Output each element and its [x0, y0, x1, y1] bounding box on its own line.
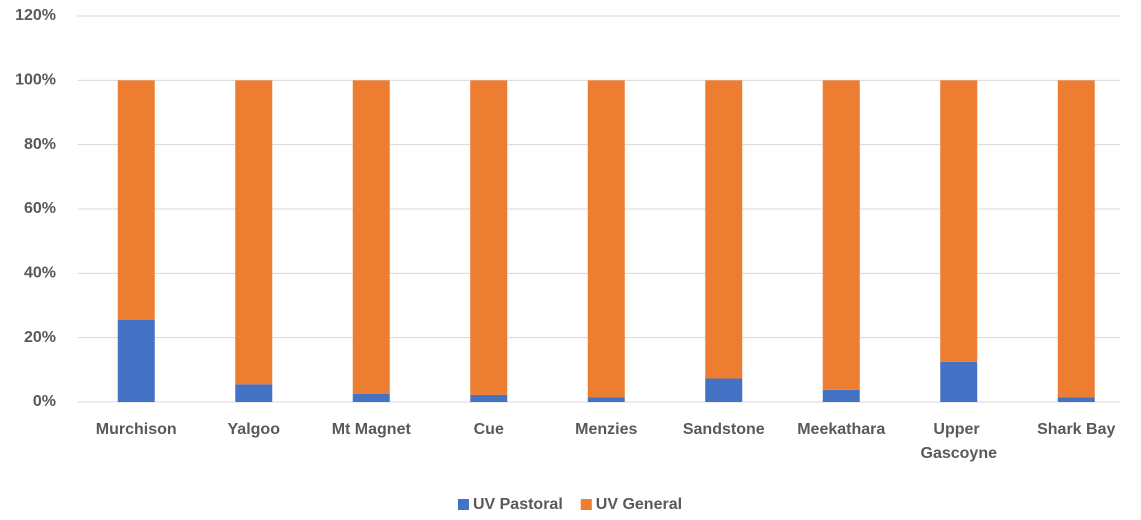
bar-segment	[470, 80, 508, 395]
y-tick-label: 120%	[15, 7, 56, 24]
bar-segment	[940, 80, 978, 362]
bar-segment	[470, 394, 508, 402]
y-tick-label: 0%	[33, 393, 56, 410]
y-tick-label: 40%	[24, 265, 56, 282]
bar-segment	[352, 393, 390, 402]
bar-segment	[587, 397, 625, 402]
bar-segment	[352, 80, 390, 394]
bar-segment	[822, 80, 860, 390]
x-tick-label: Cue	[474, 421, 504, 438]
x-tick-label: Menzies	[575, 421, 637, 438]
x-tick-label: Sandstone	[683, 421, 765, 438]
bar-segment	[705, 378, 743, 402]
x-tick-label: Meekathara	[797, 421, 885, 438]
legend-swatch	[580, 499, 592, 510]
bar-segment	[235, 80, 273, 385]
bar-segment	[822, 389, 860, 402]
y-tick-label: 80%	[24, 136, 56, 153]
bar-segment	[940, 361, 978, 402]
x-tick-label: Yalgoo	[228, 421, 281, 438]
bar-segment	[1057, 80, 1095, 398]
bar-segment	[117, 319, 155, 402]
y-tick-label: 20%	[24, 329, 56, 346]
x-tick-label: Mt Magnet	[332, 421, 412, 438]
legend-swatch	[457, 499, 469, 510]
legend-label: UV General	[596, 496, 682, 513]
bar-segment	[235, 384, 273, 402]
x-tick-label: Upper Gascoyne	[921, 421, 998, 462]
legend-label: UV Pastoral	[473, 496, 563, 513]
bar-segment	[117, 80, 155, 320]
bar-segment	[705, 80, 743, 379]
legend: UV Pastoral UV General	[457, 496, 682, 513]
y-tick-label: 60%	[24, 200, 56, 217]
bar-segment	[1057, 397, 1095, 402]
y-tick-label: 100%	[15, 72, 56, 89]
x-tick-label: Shark Bay	[1037, 421, 1115, 438]
bar-segment	[587, 80, 625, 398]
x-tick-label: Murchison	[96, 421, 177, 438]
